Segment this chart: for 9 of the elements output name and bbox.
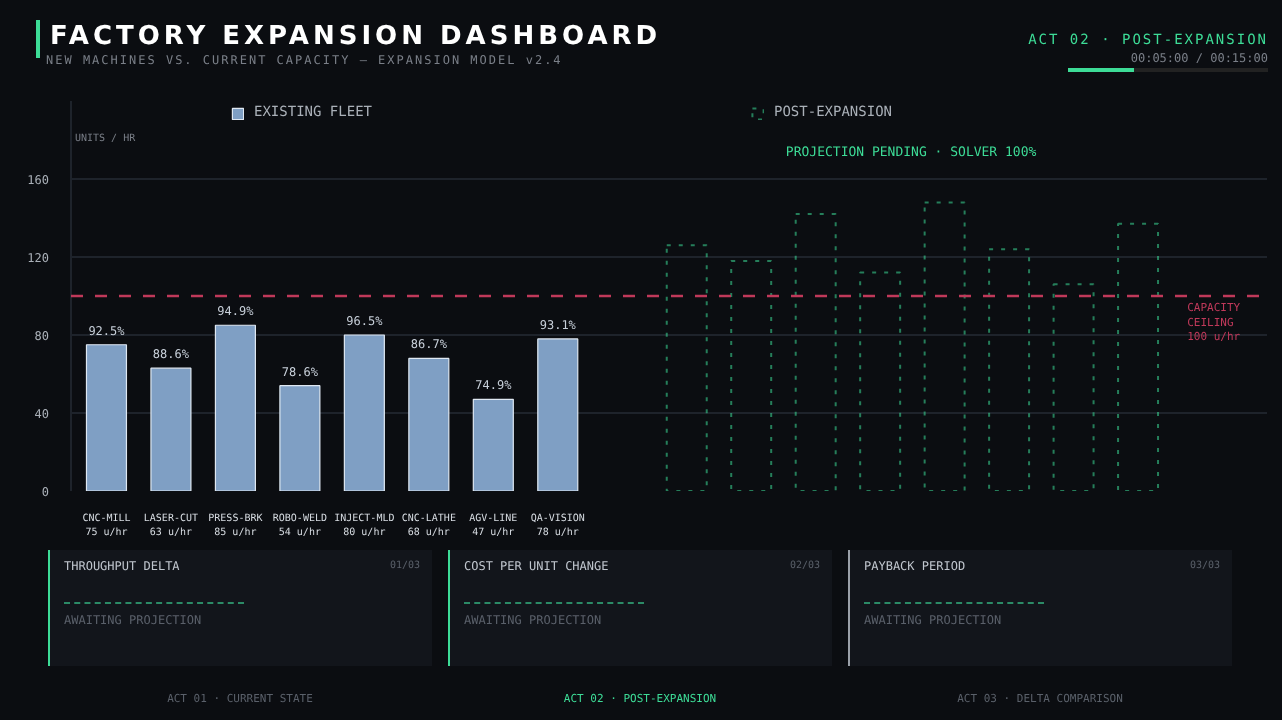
bar <box>343 334 385 491</box>
bar <box>150 367 192 491</box>
bar <box>537 338 579 491</box>
bar <box>472 398 514 491</box>
bar <box>279 385 321 491</box>
chart-title: FACTORY EXPANSION DASHBOARD <box>36 20 662 58</box>
bar <box>85 344 128 491</box>
bar <box>408 357 450 491</box>
bar <box>214 324 256 491</box>
